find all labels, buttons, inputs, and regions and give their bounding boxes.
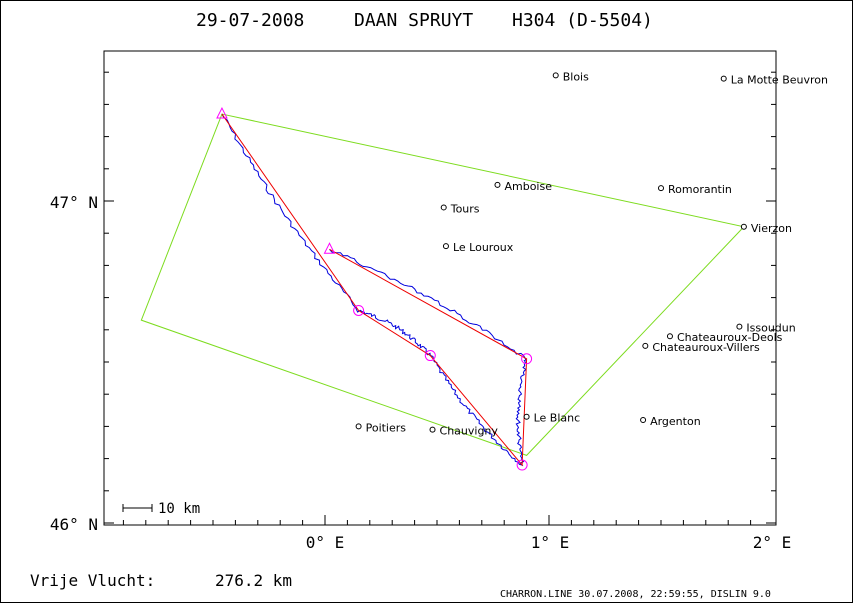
task-polygon [140, 113, 745, 456]
city-label: Chauvigny [440, 425, 499, 438]
city-label: Issoudun [746, 322, 795, 335]
city-argenton: Argenton [640, 415, 701, 428]
flight-date: 29-07-2008 [196, 10, 304, 31]
city-chateauroux-deols: Chateauroux-Deols [666, 331, 783, 344]
task-triangle [140, 113, 745, 456]
glider-id: H304 (D-5504) [512, 10, 653, 31]
turnpoints [216, 106, 533, 471]
city-dot [442, 243, 449, 250]
turnpoint-marker [353, 304, 365, 316]
city-dot [440, 204, 447, 211]
scale-bar: 10 km [122, 501, 200, 517]
turnpoint-marker [424, 350, 436, 362]
city-label: Chateauroux-Deols [677, 331, 783, 344]
city-vierzon: Vierzon [740, 222, 792, 235]
city-label: La Motte Beuvron [731, 74, 828, 87]
city-blois: Blois [552, 70, 589, 83]
optimized-polyline [221, 113, 528, 467]
city-markers: Blois La Motte Beuvron Amboise Romorantin To… [355, 70, 828, 438]
city-tours: Tours [440, 202, 480, 215]
lon-label-0: 0° E [306, 533, 345, 552]
city-label: Blois [563, 70, 589, 83]
city-dot [523, 413, 530, 420]
gps-track [221, 113, 527, 466]
city-dot [640, 416, 647, 423]
city-dot [355, 423, 362, 430]
city-poitiers: Poitiers [355, 421, 407, 434]
city-romorantin: Romorantin [658, 183, 732, 196]
city-dot [736, 323, 743, 330]
city-label: Le Louroux [453, 241, 514, 254]
city-label: Le Blanc [534, 412, 581, 425]
distance-value: 276.2 km [215, 571, 292, 590]
city-le-blanc: Le Blanc [523, 412, 581, 425]
city-label: Poitiers [366, 421, 407, 434]
city-dot [658, 185, 664, 192]
city-chateauroux-villers: Chateauroux-Villers [642, 341, 760, 354]
city-label: Argenton [650, 415, 701, 428]
city-dot [740, 223, 747, 230]
city-le-louroux: Le Louroux [442, 241, 514, 254]
city-dot [666, 333, 673, 340]
city-dot [429, 426, 436, 433]
turnpoint-marker [516, 459, 528, 471]
city-label: Chateauroux-Villers [652, 341, 760, 354]
turnpoint-marker [521, 353, 533, 365]
distance-label: Vrije Vlucht: [30, 571, 155, 590]
city-dot [720, 75, 727, 82]
city-chauvigny: Chauvigny [429, 425, 499, 438]
start-marker [216, 106, 228, 119]
city-dot [642, 342, 649, 349]
city-issoudun: Issoudun [736, 322, 796, 335]
optimized-route [221, 113, 528, 467]
scale-bar-label: 10 km [158, 501, 200, 517]
lon-label-2: 2° E [753, 533, 792, 552]
plot-area [103, 50, 777, 526]
city-label: Amboise [504, 180, 552, 193]
footer-credit: CHARRON.LINE 30.07.2008, 22:59:55, DISLI… [500, 589, 771, 600]
city-label: Tours [450, 202, 480, 215]
lat-label-46: 46° N [50, 515, 98, 534]
city-label: Vierzon [751, 222, 792, 235]
lon-label-1: 1° E [531, 533, 570, 552]
axis-ticks [104, 71, 776, 525]
city-la-motte-beuvron: La Motte Beuvron [720, 74, 828, 87]
city-dot [494, 181, 501, 188]
city-label: Romorantin [668, 183, 732, 196]
lat-label-47: 47° N [50, 193, 98, 212]
city-dot [552, 72, 559, 79]
finish-marker [323, 242, 336, 254]
track-polyline [221, 113, 527, 466]
city-amboise: Amboise [494, 180, 552, 193]
pilot-name: DAAN SPRUYT [354, 10, 473, 31]
